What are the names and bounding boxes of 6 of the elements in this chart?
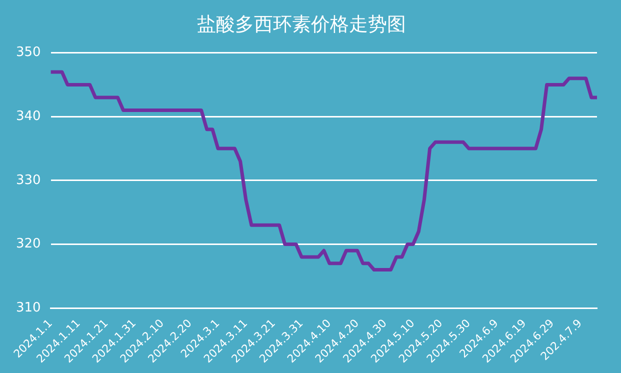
y-tick-label: 310 bbox=[16, 300, 41, 316]
y-tick-label: 340 bbox=[16, 108, 41, 124]
y-tick-label: 330 bbox=[16, 172, 41, 188]
y-tick-label: 320 bbox=[16, 236, 41, 252]
chart-title: 盐酸多西环素价格走势图 bbox=[197, 13, 406, 36]
y-tick-label: 350 bbox=[16, 45, 41, 60]
